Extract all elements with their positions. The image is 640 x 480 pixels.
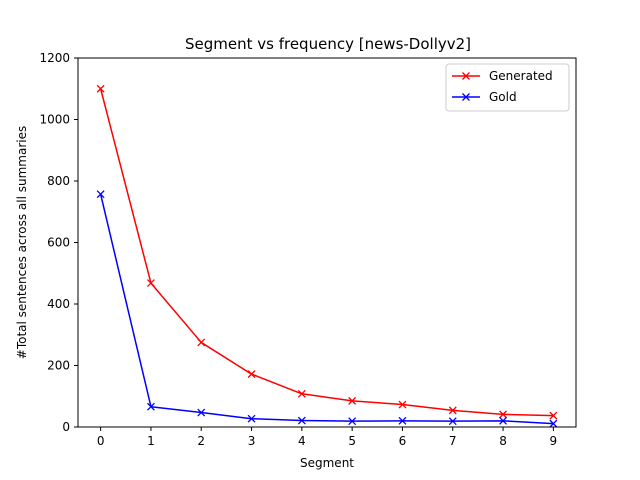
legend-label: Generated [489, 69, 553, 83]
x-tick-label: 8 [499, 434, 507, 448]
y-tick-label: 800 [47, 174, 70, 188]
data-point-gold [499, 416, 508, 425]
x-axis-label: Segment [300, 456, 354, 470]
x-tick-label: 6 [399, 434, 407, 448]
data-point-gold [96, 190, 105, 199]
data-point-gold [398, 416, 407, 425]
data-point-generated [398, 400, 407, 409]
legend-marker [462, 93, 470, 101]
data-point-generated [146, 279, 155, 288]
chart-title: Segment vs frequency [news-Dollyv2] [185, 35, 471, 53]
x-tick-label: 9 [550, 434, 558, 448]
legend: Generated Gold [445, 63, 570, 112]
plot-area [96, 84, 558, 428]
x-tick-label: 3 [248, 434, 256, 448]
data-point-gold [297, 416, 306, 425]
data-point-gold [448, 417, 457, 426]
data-point-generated [247, 370, 256, 379]
y-tick-label: 0 [62, 420, 70, 434]
series-line-gold [99, 194, 554, 425]
data-point-generated [448, 406, 457, 415]
x-tick-label: 0 [97, 434, 105, 448]
data-point-generated [197, 338, 206, 347]
y-tick-label: 1000 [39, 113, 70, 127]
y-tick-label: 600 [47, 236, 70, 250]
data-point-gold [348, 417, 357, 426]
y-axis-label: #Total sentences across all summaries [15, 126, 29, 359]
x-tick-label: 5 [348, 434, 356, 448]
legend-label: Gold [489, 90, 517, 104]
x-tick-label: 4 [298, 434, 306, 448]
data-point-generated [348, 396, 357, 405]
data-point-gold [146, 402, 155, 411]
axes: 0 1 2 3 4 5 6 7 8 9 0 200 400 600 800 1000 1200 [39, 51, 557, 448]
data-point-generated [549, 411, 558, 420]
y-tick-label: 400 [47, 297, 70, 311]
legend-marker [462, 72, 470, 80]
x-tick-label: 7 [449, 434, 457, 448]
x-tick-label: 1 [147, 434, 155, 448]
series-line-generated [99, 88, 554, 417]
data-point-generated [96, 84, 105, 93]
plot-frame [77, 57, 577, 428]
data-point-gold [197, 408, 206, 417]
data-point-generated [499, 410, 508, 419]
x-tick-label: 2 [197, 434, 205, 448]
data-point-gold [549, 419, 558, 428]
y-tick-label: 1200 [39, 51, 70, 65]
data-point-gold [247, 414, 256, 423]
y-tick-label: 200 [47, 359, 70, 373]
data-point-generated [297, 389, 306, 398]
